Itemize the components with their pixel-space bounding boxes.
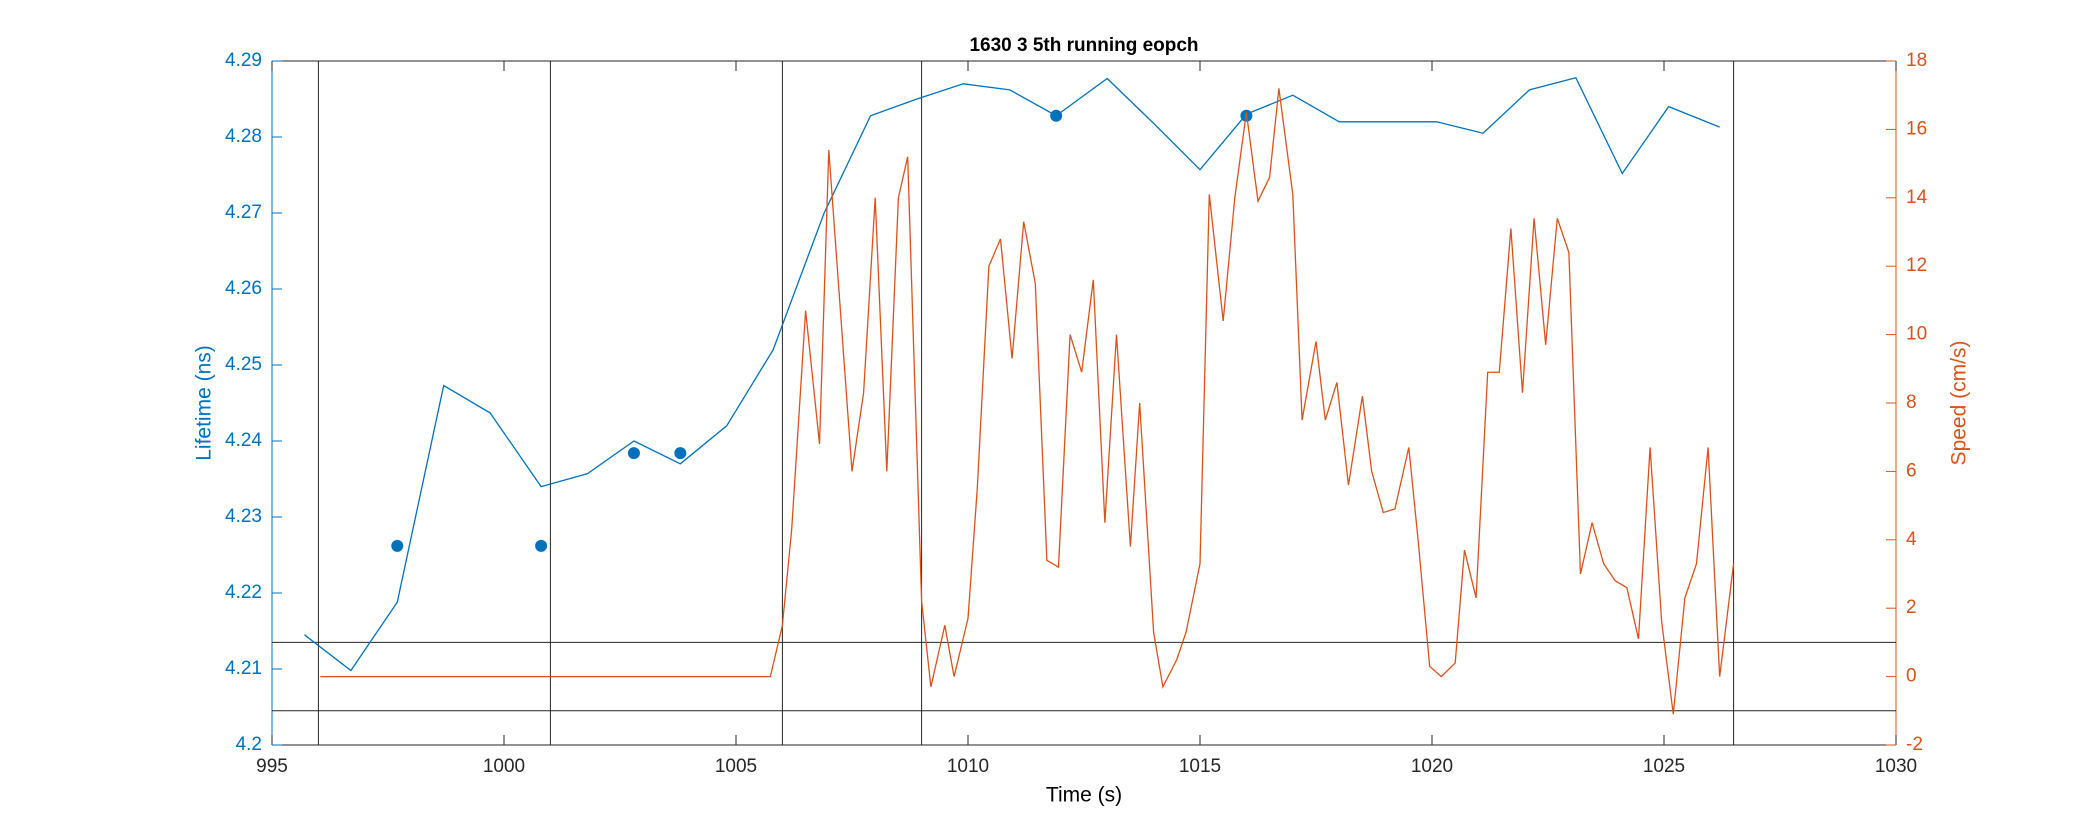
data-point: [535, 539, 548, 552]
y2-tick-label: 2: [1906, 597, 1917, 618]
y-tick-label: 4.25: [225, 354, 262, 375]
y2-tick-label: 10: [1906, 324, 1927, 345]
y-tick-label: 4.27: [225, 202, 262, 223]
data-line: [320, 88, 1735, 715]
y2-tick-label: 0: [1906, 666, 1917, 687]
data-line: [304, 76, 1720, 672]
y2-tick-label: 12: [1906, 255, 1927, 276]
data-point: [627, 447, 640, 460]
y-tick-label: 4.22: [225, 582, 262, 603]
x-tick-label: 1020: [1411, 756, 1453, 777]
x-tick-label: 1025: [1643, 756, 1685, 777]
y-tick-label: 4.24: [225, 430, 262, 451]
x-tick-label: 1010: [947, 756, 989, 777]
y-tick-label: 4.28: [225, 126, 262, 147]
y2-tick-label: 18: [1906, 50, 1927, 71]
y-axis-label: Lifetime (ns): [193, 345, 216, 461]
data-point: [1050, 109, 1063, 122]
x-tick-label: 1015: [1179, 756, 1221, 777]
y-tick-label: 4.26: [225, 278, 262, 299]
chart-title: 1630 3 5th running eopch: [969, 35, 1198, 56]
y2-tick-label: 4: [1906, 529, 1917, 550]
x-tick-label: 1030: [1875, 756, 1917, 777]
y2-tick-label: 16: [1906, 118, 1927, 139]
y2-tick-label: 14: [1906, 187, 1928, 208]
x-tick-label: 1000: [483, 756, 525, 777]
data-point: [391, 539, 404, 552]
x-axis-label: Time (s): [1046, 784, 1122, 807]
y2-tick-label: 6: [1906, 460, 1917, 481]
y-tick-label: 4.2: [236, 734, 262, 755]
x-tick-label: 1005: [715, 756, 757, 777]
y2-tick-label: 8: [1906, 392, 1917, 413]
y2-tick-label: -2: [1906, 734, 1923, 755]
y-tick-label: 4.23: [225, 506, 262, 527]
y-tick-label: 4.21: [225, 658, 262, 679]
y2-axis-label: Speed (cm/s): [1948, 341, 1971, 466]
y-tick-label: 4.29: [225, 50, 262, 71]
x-tick-label: 995: [256, 756, 288, 777]
data-point: [674, 447, 687, 460]
